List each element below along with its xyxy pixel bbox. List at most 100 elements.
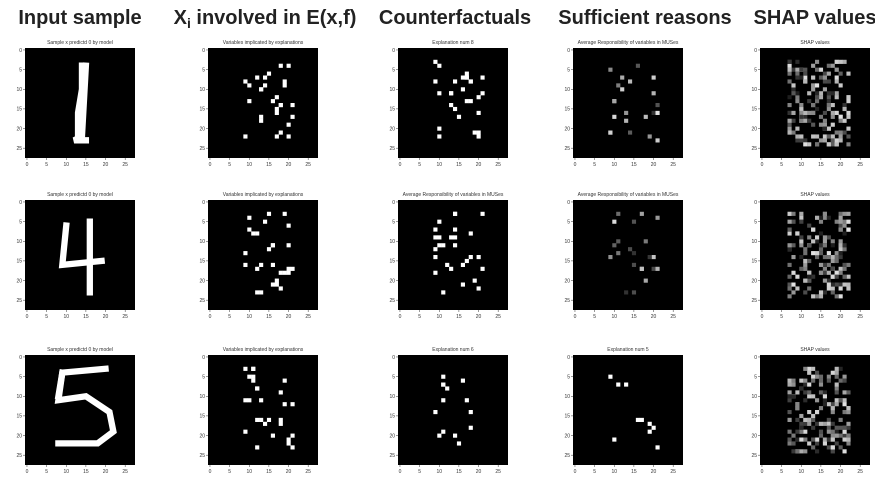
pixel bbox=[842, 274, 847, 279]
y-tick-label: 20 bbox=[16, 126, 22, 132]
pixel bbox=[842, 106, 847, 112]
pixel bbox=[807, 243, 812, 248]
pixel bbox=[811, 251, 816, 256]
panel-title: Explanation num 8 bbox=[432, 40, 474, 46]
pixel bbox=[846, 110, 851, 115]
x-tick-label: 20 bbox=[476, 469, 482, 475]
pixel bbox=[822, 278, 827, 283]
pixel bbox=[787, 95, 792, 100]
pixel bbox=[441, 290, 446, 295]
pixel bbox=[791, 211, 796, 216]
y-tick-label: 5 bbox=[19, 219, 22, 225]
x-tick-label: 20 bbox=[838, 162, 844, 168]
pixel bbox=[846, 219, 851, 224]
pixel bbox=[278, 421, 283, 426]
pixel bbox=[787, 227, 792, 232]
x-tick-label: 25 bbox=[305, 162, 311, 168]
y-tick-label: 25 bbox=[16, 453, 22, 459]
y-tick-label: 5 bbox=[392, 374, 395, 380]
pixel bbox=[818, 374, 824, 379]
pixel bbox=[815, 294, 820, 299]
pixel bbox=[846, 425, 851, 430]
pixel bbox=[791, 378, 796, 383]
pixel bbox=[830, 239, 835, 244]
pixel bbox=[480, 75, 485, 80]
pixel bbox=[815, 95, 820, 100]
x-tick-label: 25 bbox=[495, 162, 501, 168]
pixel bbox=[822, 394, 827, 399]
pixel bbox=[838, 425, 843, 430]
pixel bbox=[803, 382, 808, 387]
x-tick-label: 10 bbox=[798, 469, 804, 475]
pixel bbox=[795, 67, 800, 72]
pixel bbox=[476, 95, 481, 100]
pixel bbox=[818, 406, 824, 411]
pixel bbox=[270, 433, 275, 438]
pixel bbox=[286, 223, 291, 228]
pixel bbox=[437, 63, 442, 68]
x-tick-label: 10 bbox=[798, 314, 804, 320]
pixel bbox=[826, 425, 831, 430]
x-tick-label: 20 bbox=[651, 314, 657, 320]
x-tick-label: 15 bbox=[266, 162, 272, 168]
pixel bbox=[449, 266, 454, 271]
panel-title: Variables implicated by explanations bbox=[223, 192, 304, 198]
pixel bbox=[807, 142, 812, 147]
pixel bbox=[846, 95, 851, 100]
y-tick-label: 0 bbox=[19, 200, 22, 206]
pixel bbox=[822, 421, 827, 426]
panel-title: Explanation num 5 bbox=[607, 347, 649, 353]
pixel bbox=[838, 227, 843, 232]
x-tick-label: 5 bbox=[45, 314, 48, 320]
pixel bbox=[826, 445, 831, 450]
pixel bbox=[468, 410, 473, 415]
pixel bbox=[290, 103, 295, 108]
pixel bbox=[803, 142, 808, 147]
pixel bbox=[822, 75, 827, 80]
pixel bbox=[259, 290, 264, 295]
pixel bbox=[282, 211, 287, 216]
pixel bbox=[834, 382, 839, 387]
pixel bbox=[811, 437, 816, 442]
pixel bbox=[286, 266, 291, 271]
x-tick-label: 5 bbox=[45, 469, 48, 475]
pixel bbox=[278, 270, 283, 275]
pixel bbox=[799, 114, 804, 119]
pixel bbox=[834, 429, 839, 434]
x-tick-label: 0 bbox=[761, 314, 764, 320]
pixel bbox=[830, 266, 835, 271]
y-tick-label: 5 bbox=[19, 67, 22, 73]
pixel bbox=[818, 114, 824, 119]
pixel bbox=[787, 103, 792, 108]
pixel bbox=[846, 410, 851, 415]
pixel bbox=[838, 445, 843, 450]
pixel bbox=[830, 91, 835, 96]
x-tick-label: 15 bbox=[456, 314, 462, 320]
pixel bbox=[628, 79, 633, 84]
pixel bbox=[842, 262, 847, 267]
pixel bbox=[464, 75, 469, 80]
pixel bbox=[826, 437, 831, 442]
x-tick-label: 10 bbox=[611, 469, 617, 475]
panel-title: Sample x predictd 0 by model bbox=[47, 40, 113, 46]
pixel bbox=[243, 251, 248, 256]
pixel bbox=[822, 402, 827, 407]
pixel bbox=[842, 243, 847, 248]
pixel bbox=[628, 247, 633, 252]
pixel bbox=[453, 211, 458, 216]
x-tick-label: 25 bbox=[495, 314, 501, 320]
pixel bbox=[647, 421, 652, 426]
x-tick-label: 25 bbox=[857, 162, 863, 168]
pixel bbox=[846, 433, 851, 438]
pixel bbox=[838, 294, 843, 299]
pixel bbox=[270, 243, 275, 248]
pixel bbox=[834, 366, 839, 371]
x-tick-label: 15 bbox=[266, 314, 272, 320]
pixel bbox=[803, 378, 808, 383]
pixel bbox=[838, 114, 843, 119]
x-tick-label: 15 bbox=[818, 469, 824, 475]
pixel bbox=[639, 266, 644, 271]
x-tick-label: 5 bbox=[418, 314, 421, 320]
pixel bbox=[791, 87, 796, 92]
x-tick-label: 15 bbox=[631, 314, 637, 320]
